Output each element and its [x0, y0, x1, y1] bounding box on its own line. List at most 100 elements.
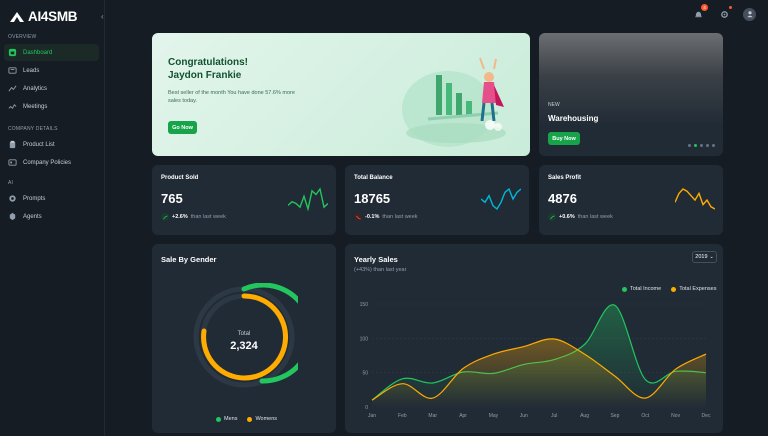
user-avatar[interactable] [743, 7, 756, 21]
sidebar-item-label: Leads [23, 67, 40, 74]
welcome-name: Jaydon Frankie [168, 70, 242, 81]
chart-title: Yearly Sales [354, 255, 398, 264]
y-tick-label: 50 [362, 371, 368, 377]
welcome-card: Congratulations! Jaydon Frankie Best sel… [152, 33, 530, 156]
welcome-description: Best seller of the month You have done 5… [168, 90, 295, 104]
sidebar-item-label: Product List [23, 141, 55, 148]
series-line[interactable] [371, 338, 707, 401]
stat-change-value: -0.1% [365, 214, 380, 220]
y-tick-label: 150 [360, 302, 369, 308]
go-now-button[interactable]: Go Now [168, 121, 197, 134]
chevron-down-icon: ⌄ [709, 254, 714, 260]
dashboard-icon [8, 48, 17, 57]
card-title: Sale By Gender [161, 255, 217, 264]
notifications-button[interactable]: 4 [691, 4, 708, 21]
carousel-dot[interactable] [688, 144, 691, 147]
x-tick-label: Mar [428, 413, 437, 419]
logo[interactable]: AI4SMB [9, 9, 78, 24]
legend-label: Total Income [630, 286, 662, 292]
sidebar-item-label: Analytics [23, 85, 48, 92]
sidebar-item-product-list[interactable]: Product List [4, 136, 99, 153]
trend-down-icon [354, 213, 362, 221]
carousel-dots [688, 144, 715, 147]
welcome-illustration [402, 57, 506, 147]
buy-now-button[interactable]: Buy Now [548, 132, 580, 145]
bell-icon [694, 11, 702, 17]
header-actions: 4 [691, 4, 756, 21]
series-area [372, 338, 706, 407]
sidebar-item-label: Meetings [23, 103, 48, 110]
mens-arc [241, 283, 298, 384]
prompts-icon [9, 195, 16, 202]
sidebar: AI4SMB ‹ OVERVIEW Dashboard Leads Analyt… [0, 0, 105, 436]
sidebar-item-label: Dashboard [23, 49, 53, 56]
sidebar-item-prompts[interactable]: Prompts [4, 190, 99, 207]
x-tick-label: Jul [551, 413, 557, 419]
sidebar-item-meetings[interactable]: Meetings [4, 98, 99, 115]
stat-label: Sales Profit [548, 175, 582, 181]
sidebar-item-label: Prompts [23, 195, 46, 202]
carousel-dot[interactable] [712, 144, 715, 147]
collapse-sidebar-icon[interactable]: ‹ [101, 12, 104, 21]
year-select[interactable]: 2019 ⌄ [692, 251, 717, 263]
sidebar-item-dashboard[interactable]: Dashboard [4, 44, 99, 61]
legend-label: Mens [224, 416, 238, 422]
stat-change: +0.6% than last week [548, 213, 613, 221]
section-title-overview: OVERVIEW [8, 34, 37, 40]
notification-badge: 4 [701, 4, 708, 11]
donut-total-label: Total [237, 331, 251, 337]
section-title-ai: AI [8, 180, 14, 186]
sparkline-chart [481, 187, 521, 211]
product-list-icon [9, 140, 16, 149]
x-tick-label: Dec [702, 413, 711, 419]
gear-icon [720, 10, 728, 18]
status-dot [729, 6, 732, 9]
x-tick-label: May [489, 413, 499, 419]
brand-name: AI4SMB [28, 9, 78, 24]
sidebar-item-analytics[interactable]: Analytics [4, 80, 99, 97]
featured-card[interactable]: NEW Warehousing Buy Now [539, 33, 723, 156]
sidebar-item-agents[interactable]: Agents [4, 208, 99, 225]
legend-item-mens[interactable]: Mens [216, 416, 237, 422]
user-icon [746, 11, 753, 18]
yearly-sales-card: Yearly Sales (+43%) than last year 2019 ⌄… [345, 244, 723, 433]
x-tick-label: Jun [520, 413, 528, 419]
sale-by-gender-card: Sale By Gender Total 2,324 Mens Womens [152, 244, 336, 433]
carousel-dot[interactable] [694, 144, 697, 147]
policies-icon [8, 159, 17, 166]
sparkline-chart [675, 188, 715, 210]
stat-value: 765 [161, 191, 183, 206]
y-tick-label: 0 [365, 405, 368, 411]
y-tick-label: 100 [360, 336, 369, 342]
stat-change-value: +0.6% [559, 214, 575, 220]
stat-change: -0.1% than last week [354, 213, 418, 221]
legend-item-expenses[interactable]: Total Expenses [671, 286, 717, 292]
carousel-dot[interactable] [700, 144, 703, 147]
stat-value: 18765 [354, 191, 391, 206]
year-value: 2019 [695, 254, 708, 260]
gender-legend: Mens Womens [216, 416, 277, 422]
sidebar-item-leads[interactable]: Leads [4, 62, 99, 79]
sidebar-item-company-policies[interactable]: Company Policies [4, 154, 99, 171]
sales-legend: Total Income Total Expenses [622, 286, 717, 292]
meetings-icon [8, 103, 17, 110]
x-tick-label: Sep [610, 413, 619, 419]
legend-label: Total Expenses [679, 286, 717, 292]
stat-label: Product Sold [161, 175, 199, 181]
stat-card-product-sold: Product Sold 765 +2.6% than last week [152, 165, 336, 235]
trend-up-icon [548, 213, 556, 221]
leads-icon [8, 67, 17, 74]
chart-subtitle: (+43%) than last year [354, 267, 407, 273]
sidebar-item-label: Company Policies [23, 159, 72, 166]
stat-change-note: than last week [190, 214, 226, 220]
sparkline-chart [288, 187, 328, 211]
stat-change-note: than last week [382, 214, 418, 220]
carousel-dot[interactable] [706, 144, 709, 147]
womens-arc [201, 293, 289, 381]
stat-label: Total Balance [354, 175, 393, 181]
legend-item-income[interactable]: Total Income [622, 286, 661, 292]
stat-card-total-balance: Total Balance 18765 -0.1% than last week [345, 165, 529, 235]
contacts-button[interactable] [717, 6, 732, 21]
legend-item-womens[interactable]: Womens [247, 416, 277, 422]
